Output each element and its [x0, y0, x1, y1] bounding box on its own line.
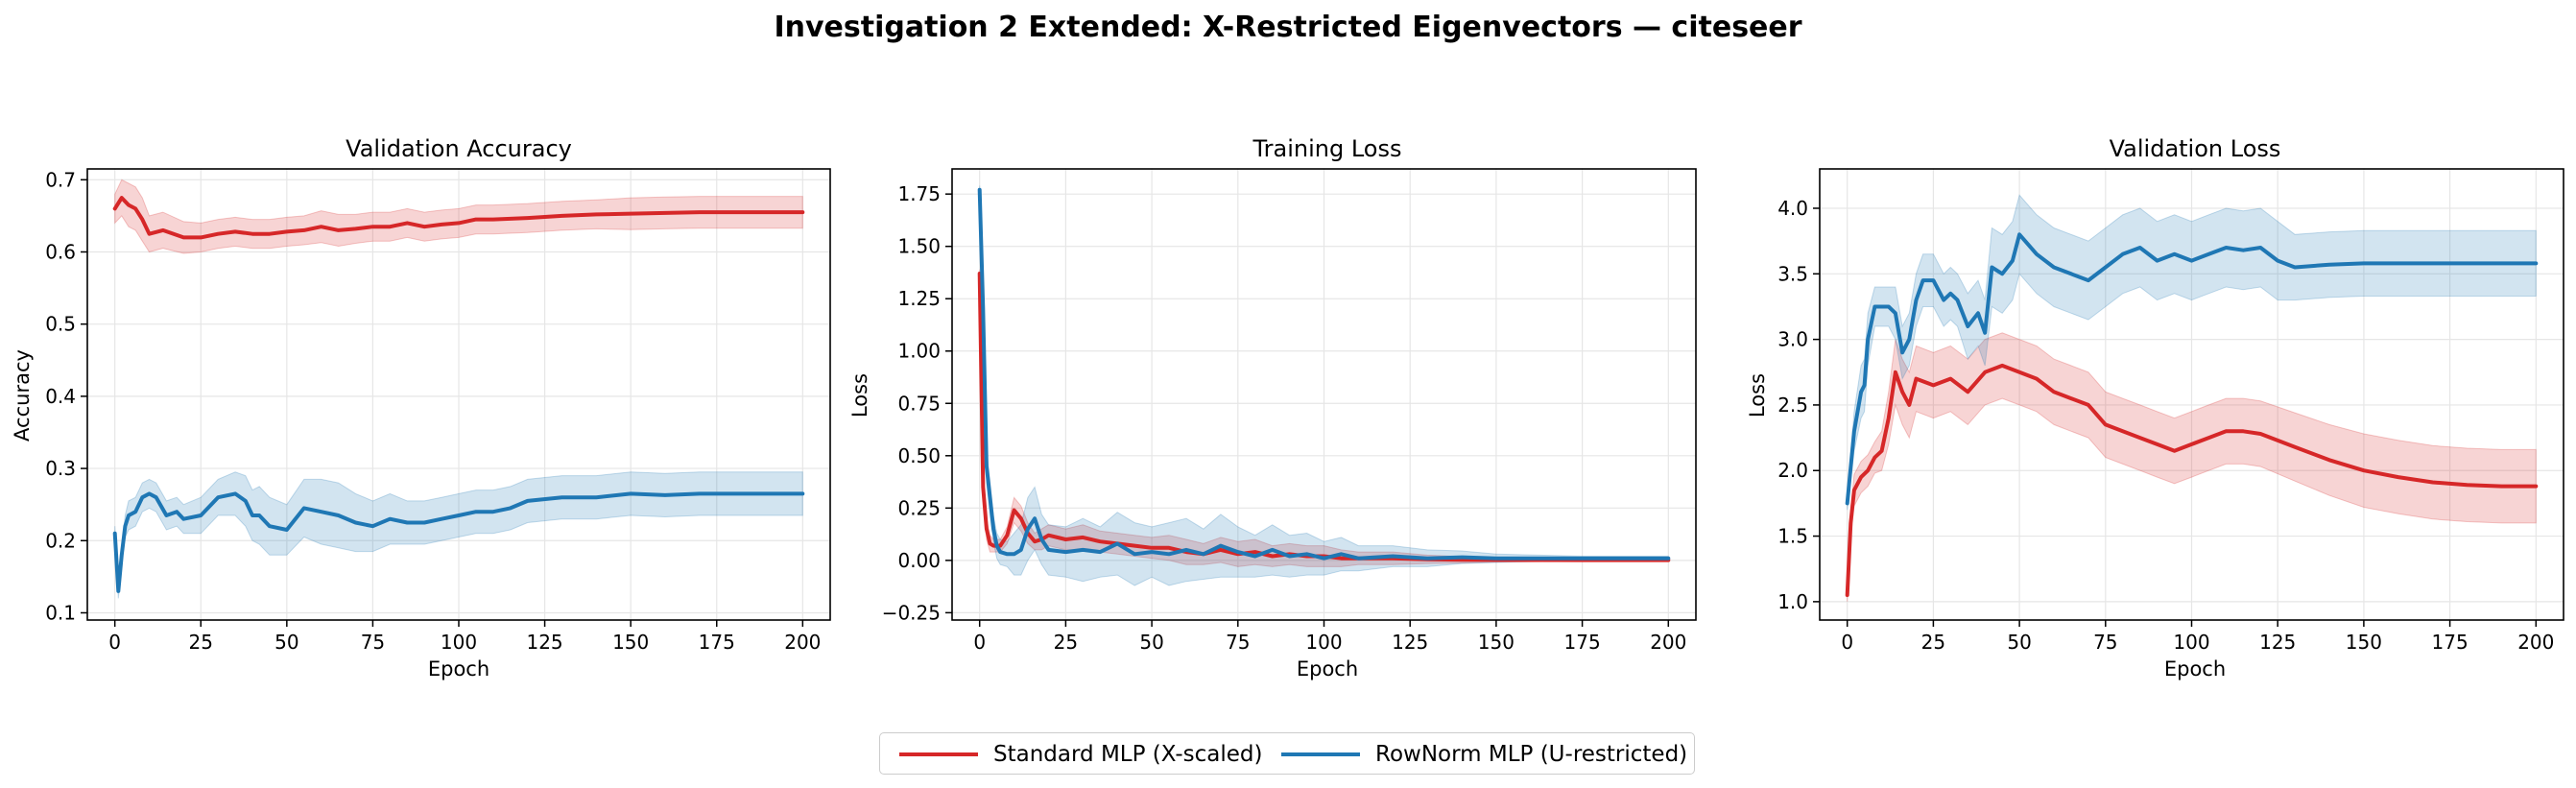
x-tick-label: 75 [361, 631, 385, 654]
series-line [1845, 232, 2539, 506]
series-band [1847, 194, 2537, 511]
x-tick-label: 0 [108, 631, 121, 654]
y-axis-label: Loss [1746, 373, 1769, 418]
legend-label: RowNorm MLP (U-restricted) [1375, 742, 1688, 767]
x-tick-label: 150 [2346, 631, 2382, 654]
x-tick-label: 150 [1478, 631, 1515, 654]
series-line [1845, 363, 2539, 597]
y-tick-label: 1.25 [897, 287, 941, 310]
x-tick-label: 175 [699, 631, 735, 654]
x-tick-label: 200 [784, 631, 821, 654]
x-tick-label: 25 [189, 631, 213, 654]
x-tick-label: 25 [1921, 631, 1945, 654]
y-tick-label: −0.25 [882, 601, 941, 624]
x-tick-label: 100 [441, 631, 477, 654]
subplot-title: Validation Loss [2110, 135, 2281, 162]
x-axis-label: Epoch [428, 657, 489, 681]
series-line [977, 187, 1671, 561]
legend: Standard MLP (X-scaled) RowNorm MLP (U-r… [879, 732, 1695, 775]
subplot-training-loss: Training Loss Epoch Loss 0 25 50 75 100 125 15… [848, 135, 1697, 681]
legend-swatch-blue [1281, 752, 1360, 756]
x-tick-label: 50 [274, 631, 298, 654]
legend-item-standard-mlp: Standard MLP (X-scaled) [899, 733, 1263, 776]
series-line [112, 491, 805, 593]
legend-item-rownorm-mlp: RowNorm MLP (U-restricted) [1281, 733, 1687, 776]
y-tick-label: 2.0 [1777, 459, 1808, 482]
x-tick-label: 125 [2259, 631, 2296, 654]
x-tick-label: 75 [2093, 631, 2117, 654]
y-tick-label: 0.3 [45, 457, 76, 480]
y-axis-label: Accuracy [11, 349, 34, 442]
y-tick-label: 0.2 [45, 529, 76, 552]
legend-label: Standard MLP (X-scaled) [993, 742, 1263, 767]
y-tick-label: 0.6 [45, 240, 76, 263]
subplot-title: Validation Accuracy [346, 135, 572, 162]
series-band [114, 179, 803, 254]
x-tick-label: 100 [2173, 631, 2209, 654]
y-tick-label: 0.25 [897, 496, 941, 519]
y-tick-label: 0.50 [897, 444, 941, 467]
subplot-validation-accuracy: Validation Accuracy Epoch Accuracy 0 25 50… [11, 135, 831, 681]
y-tick-label: 1.50 [897, 235, 941, 258]
y-tick-label: 3.0 [1777, 328, 1808, 351]
x-tick-label: 125 [526, 631, 562, 654]
y-tick-label: 0.75 [897, 392, 941, 415]
x-tick-label: 200 [2517, 631, 2554, 654]
legend-swatch-red [899, 752, 978, 756]
y-tick-label: 0.5 [45, 313, 76, 336]
x-tick-label: 200 [1650, 631, 1686, 654]
x-axis-label: Epoch [2164, 657, 2226, 681]
x-tick-label: 125 [1392, 631, 1428, 654]
y-tick-label: 1.75 [897, 182, 941, 205]
x-tick-label: 50 [2007, 631, 2031, 654]
series-band [114, 471, 803, 599]
y-tick-label: 0.1 [45, 601, 76, 624]
x-tick-label: 150 [612, 631, 649, 654]
subplot-validation-loss: Validation Loss Epoch Loss 0 25 50 75 100 125… [1746, 135, 2564, 681]
x-tick-label: 100 [1305, 631, 1342, 654]
x-tick-label: 0 [1841, 631, 1853, 654]
x-tick-label: 175 [2432, 631, 2469, 654]
series-line [112, 196, 805, 240]
figure-title: Investigation 2 Extended: X-Restricted E… [774, 11, 1801, 44]
y-tick-label: 4.0 [1777, 197, 1808, 220]
y-tick-label: 2.5 [1777, 394, 1808, 417]
x-tick-label: 50 [1139, 631, 1163, 654]
y-tick-label: 0.4 [45, 385, 76, 408]
y-tick-label: 0.00 [897, 549, 941, 572]
y-tick-label: 0.7 [45, 168, 76, 191]
x-tick-label: 0 [973, 631, 986, 654]
y-tick-label: 3.5 [1777, 262, 1808, 285]
subplot-title: Training Loss [1252, 135, 1402, 162]
y-tick-label: 1.5 [1777, 525, 1808, 548]
y-tick-label: 1.0 [1777, 590, 1808, 613]
x-axis-label: Epoch [1297, 657, 1358, 681]
x-tick-label: 25 [1054, 631, 1078, 654]
series-band [1847, 332, 2537, 602]
x-tick-label: 75 [1226, 631, 1250, 654]
y-tick-label: 1.00 [897, 340, 941, 363]
x-tick-label: 175 [1564, 631, 1601, 654]
y-axis-label: Loss [848, 373, 871, 418]
